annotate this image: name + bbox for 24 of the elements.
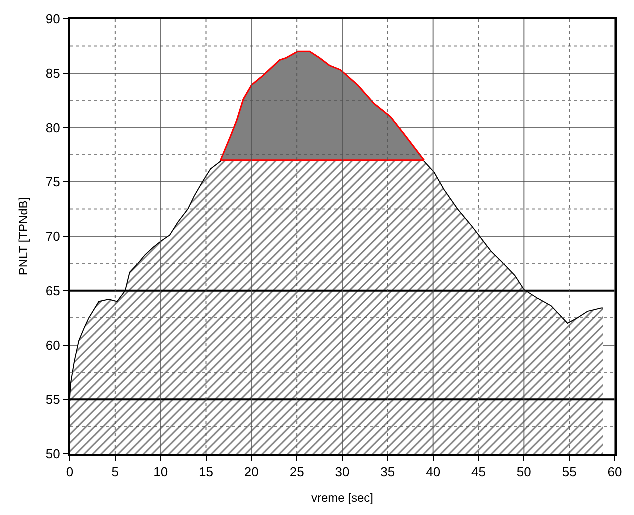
x-tick-label: 25 — [290, 464, 304, 480]
y-tick-label: 85 — [46, 66, 60, 81]
x-axis-title: vreme [sec] — [311, 491, 374, 505]
x-tick-label: 35 — [380, 464, 396, 480]
x-tick-label: 40 — [426, 464, 441, 480]
y-tick-label: 55 — [46, 392, 60, 408]
y-tick-label: 70 — [46, 229, 60, 244]
y-tick-label: 50 — [46, 446, 60, 462]
x-tick-label: 55 — [562, 464, 577, 480]
y-tick-label: 90 — [46, 12, 60, 27]
x-tick-label: 10 — [154, 464, 168, 480]
x-tick-label: 60 — [608, 464, 622, 480]
x-tick-label: 15 — [199, 464, 214, 480]
y-tick-label: 80 — [46, 120, 60, 136]
x-tick-label: 20 — [244, 464, 259, 480]
x-tick-label: 30 — [335, 464, 350, 480]
x-tick-label: 0 — [66, 464, 74, 480]
y-tick-label: 65 — [46, 283, 60, 298]
y-tick-label: 75 — [46, 174, 60, 190]
y-tick-label: 60 — [46, 338, 60, 353]
x-tick-label: 50 — [516, 464, 532, 480]
x-tick-label: 5 — [112, 464, 120, 480]
x-tick-label: 45 — [472, 464, 486, 480]
y-axis-title: PNLT [TPNdB] — [16, 197, 31, 276]
